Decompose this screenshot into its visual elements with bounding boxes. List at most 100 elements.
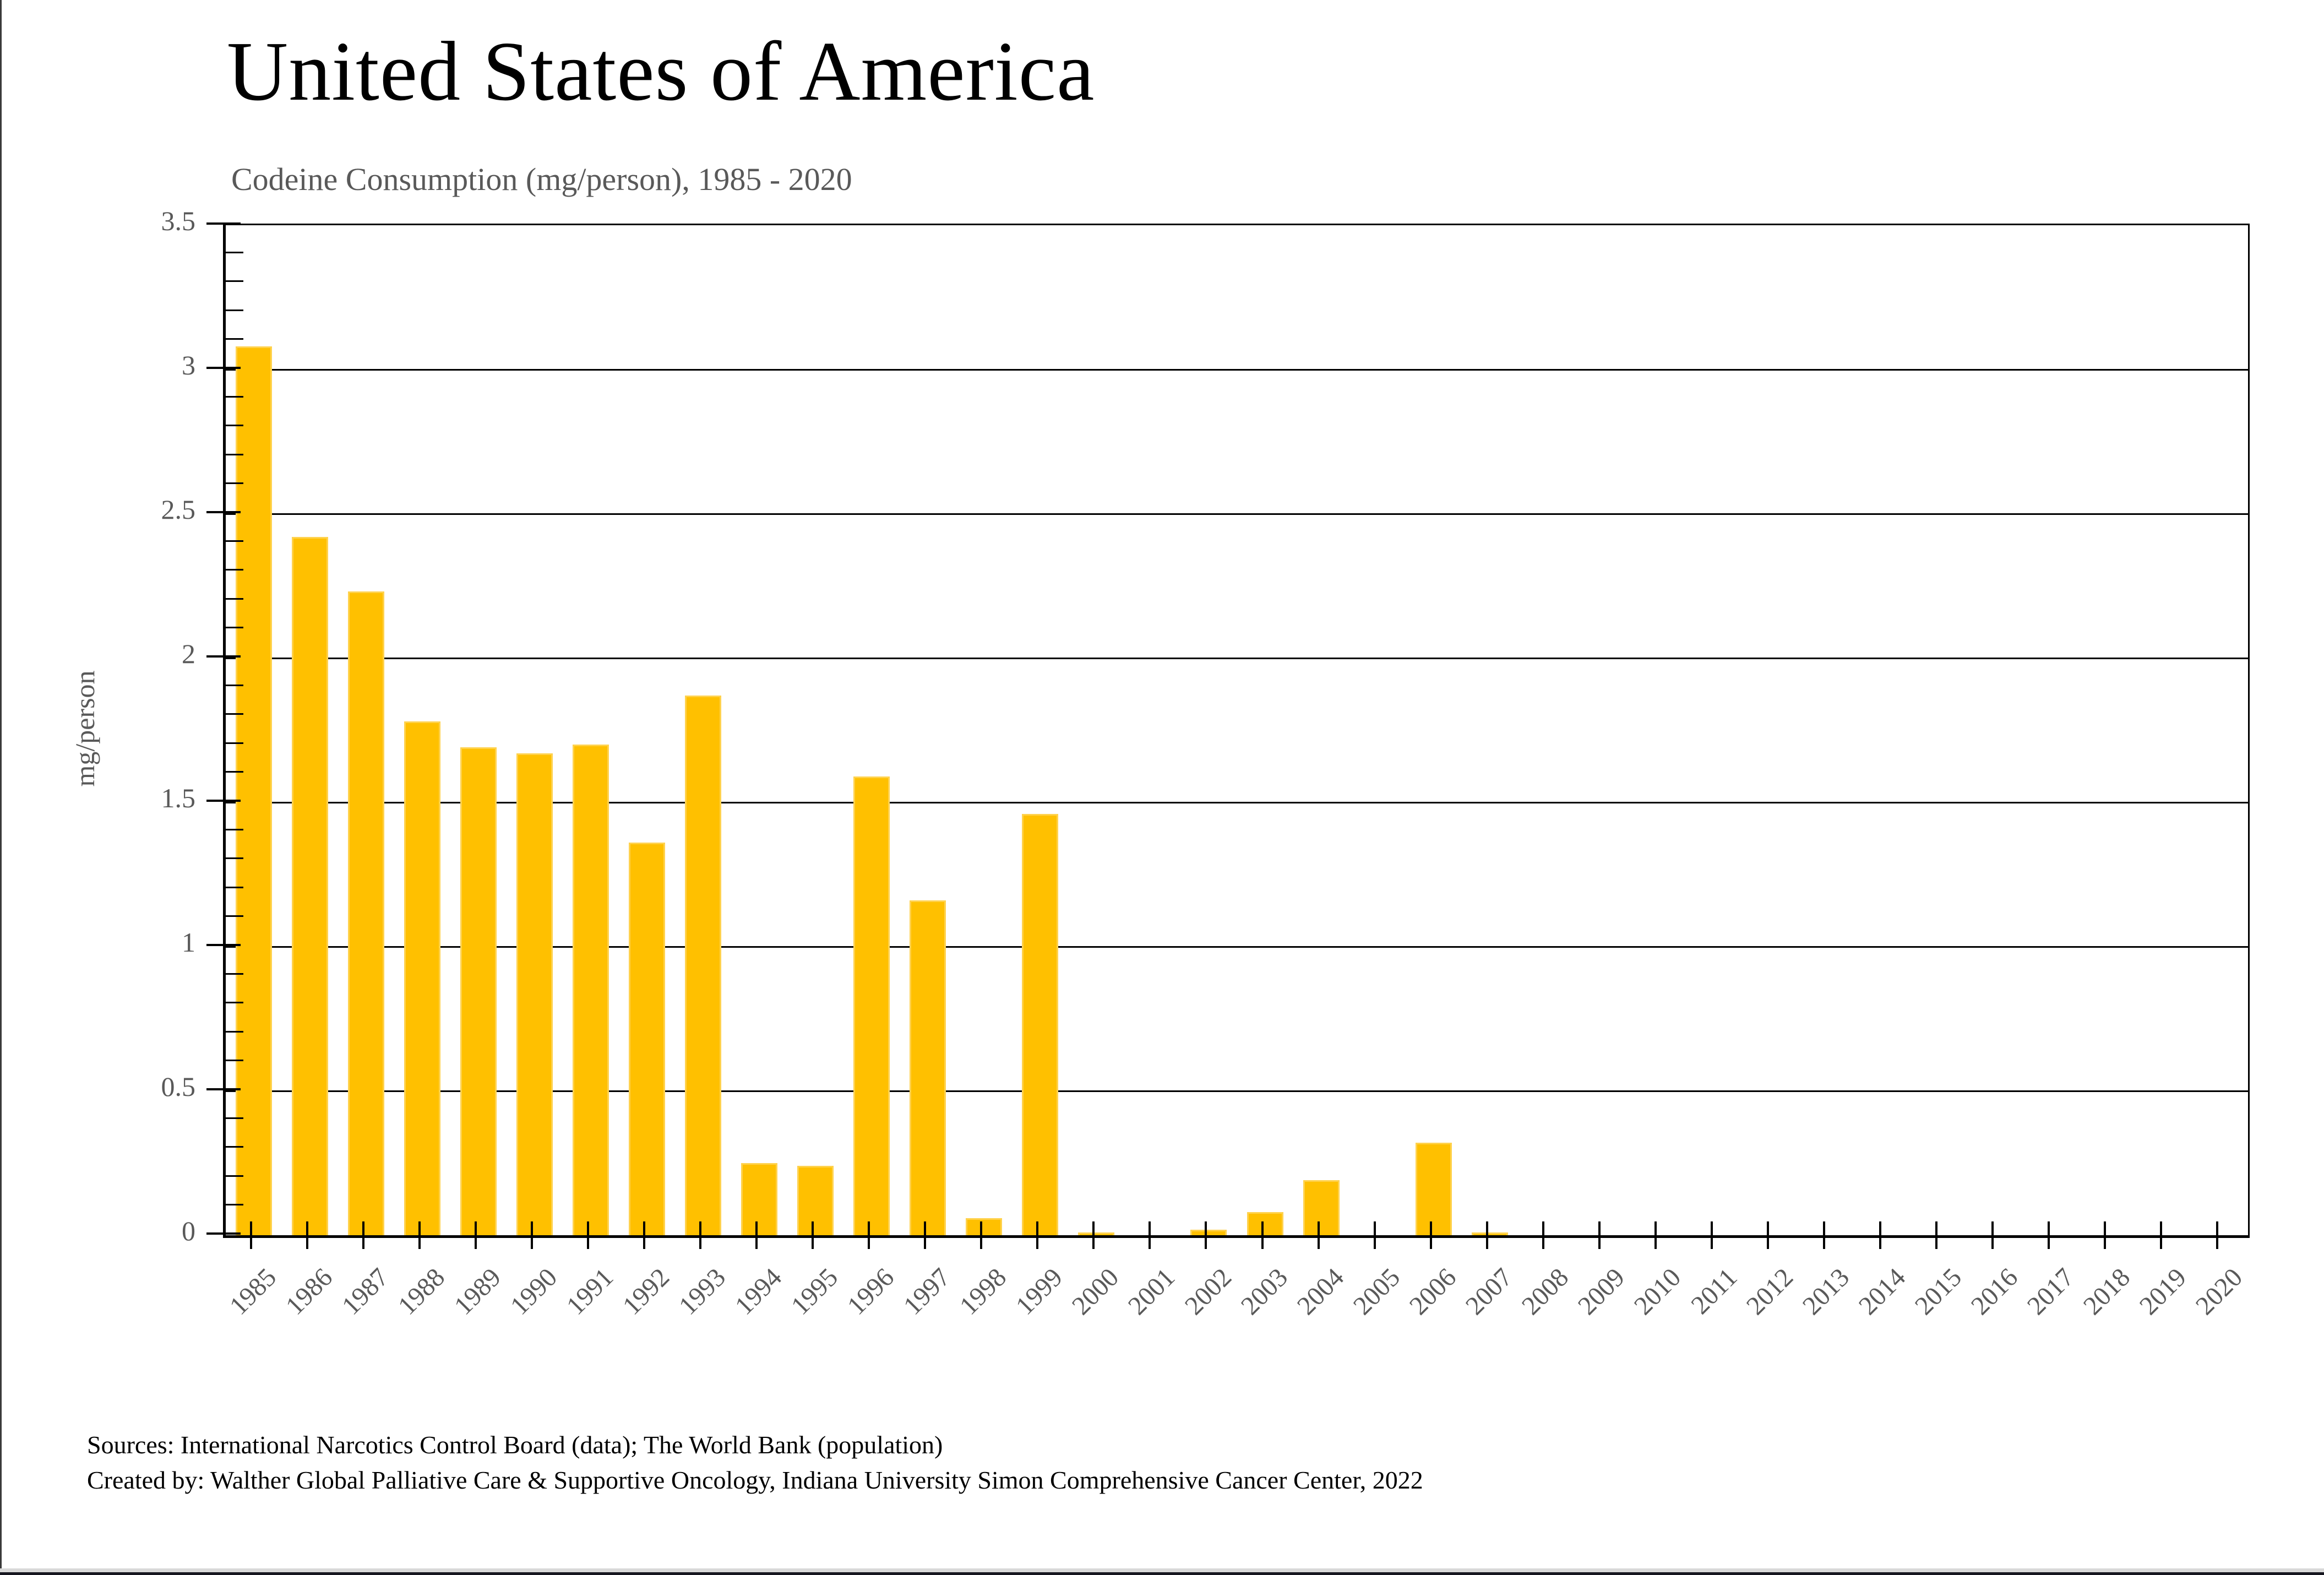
x-tick-2005	[1373, 1221, 1376, 1249]
y-tick-label-2: 2	[182, 638, 195, 669]
x-tick-label-2000: 2000	[1066, 1262, 1125, 1321]
gridline-1.5	[226, 801, 2248, 803]
bottom-dark-strip	[0, 1572, 2324, 1575]
chart-subtitle: Codeine Consumption (mg/person), 1985 - …	[231, 161, 852, 197]
x-tick-label-2009: 2009	[1572, 1262, 1630, 1321]
sources-line: Sources: International Narcotics Control…	[87, 1431, 943, 1459]
y-minor-tick-0.7	[226, 1030, 243, 1033]
y-major-tick-0	[206, 1232, 241, 1235]
x-tick-label-2017: 2017	[2021, 1262, 2080, 1321]
bar-1986	[292, 536, 329, 1235]
gridline-3	[226, 368, 2248, 371]
x-tick-label-2011: 2011	[1685, 1262, 1743, 1320]
x-tick-label-2019: 2019	[2133, 1262, 2192, 1321]
x-tick-1998	[980, 1221, 983, 1249]
y-major-tick-1.5	[206, 800, 241, 802]
y-tick-label-0: 0	[182, 1215, 195, 1246]
y-minor-tick-0.2	[226, 1175, 243, 1177]
y-minor-tick-2.4	[226, 540, 243, 542]
x-tick-label-1985: 1985	[224, 1262, 282, 1321]
x-tick-1990	[531, 1221, 534, 1249]
y-minor-tick-0.1	[226, 1204, 243, 1206]
y-major-tick-2.5	[206, 511, 241, 513]
x-tick-1997	[924, 1221, 927, 1249]
x-tick-1989	[475, 1221, 477, 1249]
x-tick-2013	[1822, 1221, 1825, 1249]
x-tick-label-1994: 1994	[730, 1262, 788, 1321]
x-tick-label-1989: 1989	[448, 1262, 507, 1321]
x-tick-label-2013: 2013	[1797, 1262, 1855, 1321]
x-tick-label-1990: 1990	[504, 1262, 563, 1321]
y-tick-label-1: 1	[182, 927, 195, 958]
x-tick-1995	[812, 1221, 814, 1249]
x-tick-label-2008: 2008	[1516, 1262, 1574, 1321]
plot-area	[223, 224, 2250, 1238]
x-tick-label-2010: 2010	[1628, 1262, 1686, 1321]
source-note: Sources: International Narcotics Control…	[87, 1427, 1423, 1498]
x-tick-2003	[1261, 1221, 1264, 1249]
x-tick-label-2020: 2020	[2190, 1262, 2249, 1321]
bar-2002	[1190, 1229, 1227, 1235]
x-tick-2012	[1766, 1221, 1769, 1249]
x-tick-1985	[250, 1221, 252, 1249]
x-tick-2009	[1598, 1221, 1601, 1249]
y-minor-tick-2.9	[226, 395, 243, 398]
bar-1988	[404, 721, 441, 1235]
y-minor-tick-1.2	[226, 886, 243, 888]
y-minor-tick-0.8	[226, 1002, 243, 1004]
y-minor-tick-3.3	[226, 280, 243, 283]
gridline-2	[226, 657, 2248, 659]
x-tick-label-2015: 2015	[1909, 1262, 1968, 1321]
y-tick-label-0.5: 0.5	[161, 1071, 196, 1102]
bar-1987	[348, 591, 385, 1235]
x-tick-2000	[1092, 1221, 1095, 1249]
x-tick-label-1993: 1993	[673, 1262, 732, 1321]
x-tick-2011	[1710, 1221, 1713, 1249]
x-tick-1999	[1036, 1221, 1039, 1249]
bottom-gray-strip	[0, 1568, 2324, 1572]
x-tick-2017	[2047, 1221, 2050, 1249]
x-tick-label-1997: 1997	[898, 1262, 956, 1321]
x-tick-label-2001: 2001	[1123, 1262, 1181, 1321]
y-axis-title: mg/person	[69, 670, 100, 787]
x-tick-1993	[699, 1221, 702, 1249]
x-tick-label-1987: 1987	[336, 1262, 395, 1321]
y-tick-label-2.5: 2.5	[161, 494, 196, 525]
x-tick-label-1992: 1992	[617, 1262, 676, 1321]
gridline-2.5	[226, 513, 2248, 515]
x-tick-1986	[306, 1221, 309, 1249]
screenshot-left-edge	[0, 0, 2, 1575]
y-tick-label-3.5: 3.5	[161, 205, 196, 236]
y-major-tick-1	[206, 944, 241, 946]
y-minor-tick-1.3	[226, 857, 243, 860]
y-minor-tick-1.4	[226, 828, 243, 830]
bar-1994	[741, 1163, 778, 1235]
x-tick-2004	[1317, 1221, 1320, 1249]
y-minor-tick-2.1	[226, 627, 243, 629]
x-tick-2015	[1935, 1221, 1937, 1249]
y-minor-tick-1.6	[226, 771, 243, 773]
x-tick-2014	[1879, 1221, 1881, 1249]
y-major-tick-3.5	[206, 222, 241, 225]
x-tick-label-1999: 1999	[1010, 1262, 1069, 1321]
y-major-tick-0.5	[206, 1088, 241, 1090]
x-tick-1988	[418, 1221, 421, 1249]
y-tick-label-1.5: 1.5	[161, 783, 196, 813]
bar-1992	[629, 843, 666, 1235]
x-tick-2018	[2103, 1221, 2106, 1249]
x-tick-label-1995: 1995	[786, 1262, 844, 1321]
y-minor-tick-0.4	[226, 1117, 243, 1119]
bar-1998	[966, 1218, 1003, 1235]
bar-1990	[516, 753, 553, 1235]
y-minor-tick-1.1	[226, 915, 243, 917]
gridline-1	[226, 946, 2248, 948]
x-tick-label-2016: 2016	[1965, 1262, 2024, 1321]
bar-2006	[1415, 1143, 1452, 1235]
x-tick-label-2005: 2005	[1347, 1262, 1406, 1321]
bar-1989	[460, 747, 497, 1235]
y-major-tick-3	[206, 367, 241, 369]
x-tick-label-1991: 1991	[561, 1262, 619, 1321]
y-minor-tick-3.1	[226, 338, 243, 340]
x-tick-label-2004: 2004	[1291, 1262, 1349, 1321]
